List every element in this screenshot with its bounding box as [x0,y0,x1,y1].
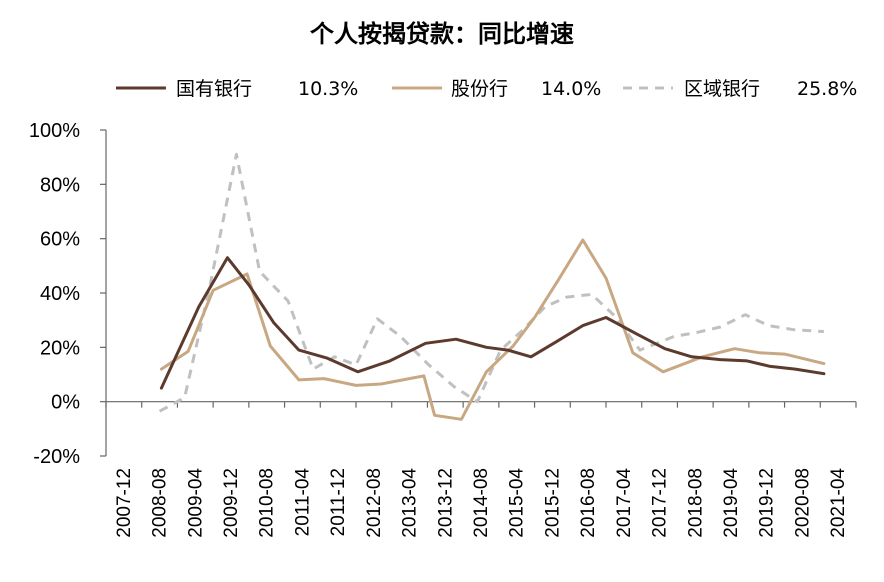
series-line-0 [159,256,826,390]
x-tick-label: 2013-04 [400,468,421,538]
y-tick-label: 60% [40,229,80,251]
x-axis: 2007-12 2008-08 2009-04 2009-12 2010-08 2011-… [105,401,857,538]
series-line-1 [159,238,826,421]
x-tick-label: 2007-12 [114,468,135,538]
x-tick-label: 2011-04 [292,468,313,537]
y-tick-label: 20% [40,337,80,359]
x-tick-label: 2012-08 [364,468,385,538]
x-tick-label: 2017-04 [614,468,635,538]
x-tick-label: 2018-08 [685,468,706,538]
x-tick-label: 2016-08 [578,468,599,538]
x-tick-label: 2019-12 [757,468,778,538]
y-tick-label: 40% [40,283,80,305]
y-tick-label: 100% [29,120,80,142]
x-tick-label: 2010-08 [257,468,278,538]
x-tick-label: 2009-04 [185,468,206,538]
y-axis: 100% 80% 60% 40% 20% 0% -20% [29,120,107,468]
x-tick-label: 2015-12 [542,468,563,538]
x-tick-label: 2008-08 [150,468,171,538]
x-tick-label: 2009-12 [221,468,242,538]
legend: 国有银行 10.3% 股份行 14.0% 区域银行 25.8% [116,78,857,100]
series-layer [158,152,826,421]
legend-value-1: 14.0% [541,78,601,100]
x-tick-label: 2011-12 [328,468,349,536]
chart-title: 个人按揭贷款：同比增速 [310,20,574,48]
y-tick-label: 80% [40,174,80,196]
legend-value-2: 25.8% [797,78,857,100]
x-tick-label: 2015-04 [507,468,528,538]
series-line-2 [158,152,824,413]
x-tick-label: 2014-08 [471,468,492,538]
y-tick-label: -20% [33,446,80,468]
legend-value-0: 10.3% [298,78,358,100]
y-tick-label: 0% [51,392,80,414]
x-tick-label: 2017-12 [650,468,671,538]
x-tick-label: 2021-04 [828,468,849,538]
x-tick-label: 2013-12 [435,468,456,538]
legend-label-2: 区域银行 [684,78,760,100]
legend-label-1: 股份行 [451,78,508,100]
legend-label-0: 国有银行 [176,78,252,100]
x-tick-label: 2019-04 [721,468,742,538]
x-tick-label: 2020-08 [792,468,813,538]
